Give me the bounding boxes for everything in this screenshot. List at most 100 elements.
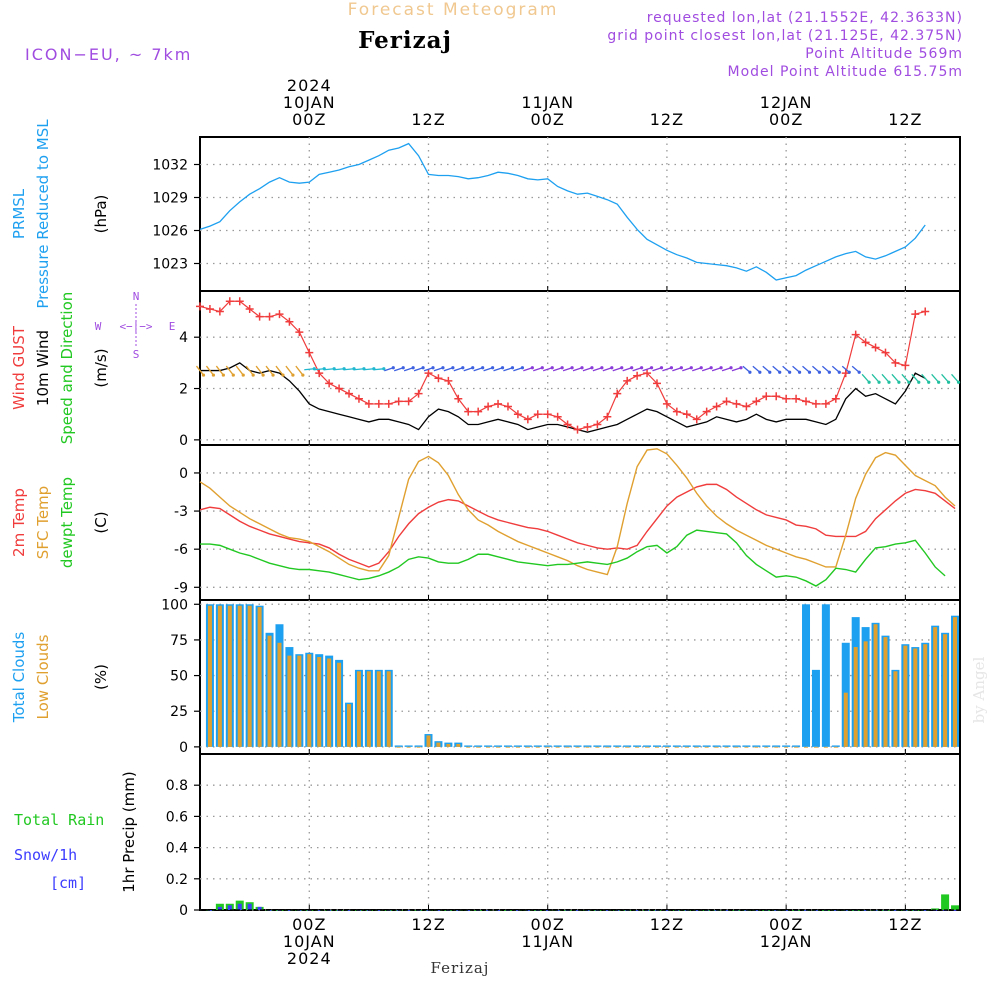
wind-direction-arrowhead	[748, 370, 752, 374]
clouds-low-clouds-bar	[486, 746, 491, 748]
wind-direction-arrowhead	[291, 373, 295, 377]
wind-gust-marker	[802, 397, 811, 406]
clouds-low-clouds-bar	[724, 746, 729, 748]
wind-direction-arrowhead	[640, 366, 644, 370]
clouds-low-clouds-bar	[446, 744, 451, 747]
wind-gust-marker	[583, 423, 592, 432]
clouds-low-clouds-bar	[774, 746, 779, 748]
precip-total-rain-bar	[931, 908, 940, 910]
pressure-ytick-label: 1029	[152, 191, 188, 207]
wind-direction-arrowhead	[221, 373, 225, 377]
wind-gust-marker	[643, 369, 652, 378]
clouds-low-clouds-bar	[913, 648, 918, 747]
wind-gust-marker	[394, 397, 403, 406]
precip-ytick-label: 0.2	[166, 872, 188, 888]
precip-snow-1h-bar	[754, 910, 759, 911]
precip-snow-1h-bar	[694, 910, 699, 911]
wind-gust-marker	[484, 402, 493, 411]
precip-snow-1h-bar	[257, 906, 262, 910]
wind-gust-marker	[523, 415, 532, 424]
wind-gust-marker	[434, 374, 443, 383]
clouds-low-clouds-bar	[545, 746, 550, 748]
wind-gust-marker	[384, 399, 393, 408]
clouds-low-clouds-bar	[615, 746, 620, 748]
wind-gust-marker	[881, 348, 890, 357]
wind-direction-arrowhead	[231, 373, 235, 377]
wind-gust-marker	[454, 394, 463, 403]
precip-ytick-label: 0.6	[166, 809, 188, 825]
clouds-unit-label: (%)	[92, 664, 110, 690]
wind-direction-arrowhead	[788, 370, 792, 374]
compass-west: W	[95, 320, 102, 333]
clouds-total-clouds-bar	[593, 745, 602, 747]
wind-direction-arrowhead	[867, 380, 871, 384]
clouds-total-clouds-bar	[702, 745, 711, 747]
precip-ytick-label: 0	[179, 903, 188, 919]
clouds-low-clouds-bar	[575, 746, 580, 748]
clouds-series-label: Low Clouds	[34, 634, 52, 719]
wind-gust-marker	[474, 407, 483, 416]
wind-gust-marker	[225, 297, 234, 306]
clouds-low-clouds-bar	[903, 645, 908, 747]
compass-east: E	[169, 320, 176, 333]
clouds-total-clouds-bar	[692, 745, 701, 747]
wind-direction-arrowhead	[857, 370, 861, 374]
pressure-ytick-label: 1032	[152, 158, 188, 174]
clouds-low-clouds-bar	[207, 605, 212, 747]
app-title: Forecast Meteogram	[348, 0, 559, 20]
wind-gust-marker	[821, 399, 830, 408]
clouds-low-clouds-bar	[625, 746, 630, 748]
wind-direction-arrowhead	[530, 366, 534, 370]
clouds-low-clouds-bar	[714, 746, 719, 748]
top-time-label: 12Z	[888, 110, 922, 129]
wind-direction-arrowhead	[261, 373, 265, 377]
clouds-low-clouds-bar	[515, 746, 520, 748]
clouds-low-clouds-bar	[605, 746, 610, 748]
clouds-low-clouds-bar	[595, 746, 600, 748]
clouds-total-clouds-bar	[623, 745, 632, 747]
wind-gust-marker	[305, 348, 314, 357]
wind-gust-marker	[772, 392, 781, 401]
wind-direction-arrowhead	[382, 367, 386, 371]
bottom-time-label: 2024	[287, 949, 332, 968]
wind-gust-marker	[315, 369, 324, 378]
wind-gust-marker	[265, 312, 274, 321]
wind-direction-arrow	[921, 373, 930, 383]
wind-direction-arrowhead	[411, 366, 415, 370]
precip-snow-1h-bar	[893, 910, 898, 911]
precip-snow-1h-bar	[237, 903, 242, 910]
clouds-panel: 0 25 50 75 100 Total Clouds Low Clouds (%)	[10, 597, 961, 756]
wind-gust-marker	[205, 304, 214, 313]
clouds-low-clouds-bar	[585, 746, 590, 748]
clouds-low-clouds-bar	[277, 642, 282, 747]
wind-direction-arrowhead	[241, 373, 245, 377]
precip-snow-1h-bar	[605, 910, 610, 911]
precip-ytick-label: 0.8	[166, 778, 188, 794]
precip-snow-1h-bar	[247, 903, 252, 910]
wind-direction-arrowhead	[807, 370, 812, 374]
wind-direction-arrowhead	[758, 370, 762, 374]
wind-gust-marker	[503, 402, 512, 411]
top-time-label: 12JAN	[760, 93, 813, 112]
snow-legend: Snow/1h	[14, 846, 77, 864]
wind-direction-arrow	[255, 365, 264, 376]
wind-gust-marker	[404, 397, 413, 406]
compass-arrows: <−|−>	[119, 320, 152, 333]
wind-ytick-label: 4	[179, 330, 188, 346]
rain-legend: Total Rain	[14, 811, 104, 829]
wind-gust-marker	[563, 420, 572, 429]
wind-direction-arrowhead	[778, 370, 782, 374]
wind-direction-arrow	[195, 365, 205, 376]
wind-series-label: Speed and Direction	[58, 292, 76, 445]
clouds-low-clouds-bar	[386, 671, 391, 747]
clouds-low-clouds-bar	[376, 671, 381, 747]
clouds-total-clouds-bar	[762, 745, 771, 747]
wind-gust-marker	[662, 399, 671, 408]
wind-direction-arrow	[951, 373, 960, 383]
clouds-total-clouds-bar	[672, 745, 681, 747]
wind-direction-arrowhead	[461, 366, 465, 370]
wind-direction-arrowhead	[827, 370, 831, 374]
wind-direction-arrowhead	[211, 373, 216, 377]
clouds-low-clouds-bar	[813, 746, 818, 748]
requested-coords: requested lon,lat (21.1552E, 42.3633N)	[647, 10, 963, 26]
